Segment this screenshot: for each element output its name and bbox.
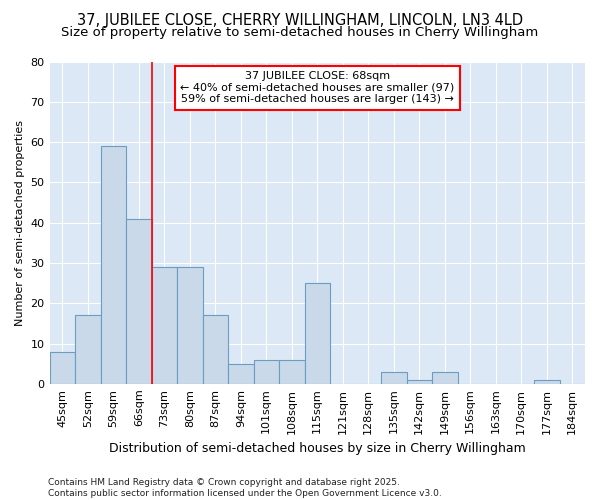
Text: 37, JUBILEE CLOSE, CHERRY WILLINGHAM, LINCOLN, LN3 4LD: 37, JUBILEE CLOSE, CHERRY WILLINGHAM, LI… xyxy=(77,12,523,28)
Bar xyxy=(407,380,432,384)
Bar xyxy=(381,372,407,384)
Text: 37 JUBILEE CLOSE: 68sqm
← 40% of semi-detached houses are smaller (97)
59% of se: 37 JUBILEE CLOSE: 68sqm ← 40% of semi-de… xyxy=(180,71,454,104)
Bar xyxy=(177,267,203,384)
Bar xyxy=(101,146,126,384)
Text: Size of property relative to semi-detached houses in Cherry Willingham: Size of property relative to semi-detach… xyxy=(61,26,539,39)
Text: Contains HM Land Registry data © Crown copyright and database right 2025.
Contai: Contains HM Land Registry data © Crown c… xyxy=(48,478,442,498)
Bar xyxy=(279,360,305,384)
Bar xyxy=(203,316,228,384)
Bar xyxy=(228,364,254,384)
Bar xyxy=(152,267,177,384)
Bar xyxy=(254,360,279,384)
Bar xyxy=(305,283,330,384)
Y-axis label: Number of semi-detached properties: Number of semi-detached properties xyxy=(15,120,25,326)
Bar xyxy=(50,352,75,384)
Bar xyxy=(126,218,152,384)
Bar xyxy=(534,380,560,384)
Bar xyxy=(432,372,458,384)
X-axis label: Distribution of semi-detached houses by size in Cherry Willingham: Distribution of semi-detached houses by … xyxy=(109,442,526,455)
Bar xyxy=(75,316,101,384)
